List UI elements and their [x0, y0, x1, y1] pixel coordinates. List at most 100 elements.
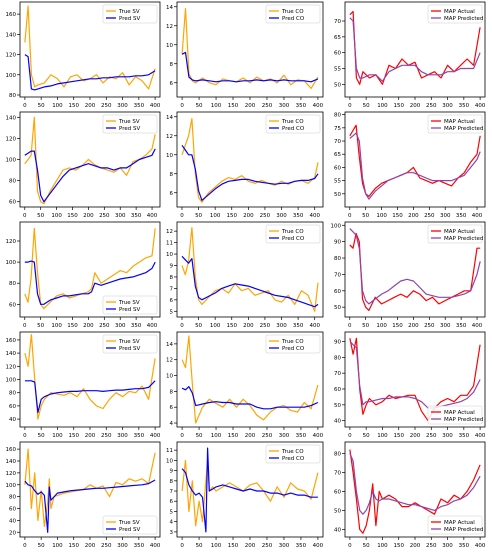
- x-tick-label: 0: [348, 213, 352, 219]
- x-tick-label: 300: [276, 323, 287, 329]
- y-tick-label: 6: [170, 81, 174, 87]
- x-tick-label: 300: [117, 103, 128, 109]
- x-tick-label: 150: [68, 103, 79, 109]
- series-line-0: [24, 5, 156, 90]
- subplot-r0-c1: 0 50 100 150 200 250 300 350 400 6 8 10 12 14 True COP…: [166, 1, 324, 109]
- x-tick-label: 400: [313, 103, 324, 109]
- legend-label: MAP Actual: [444, 9, 475, 15]
- y-tick-label: 12: [166, 24, 173, 30]
- x-tick-label: 100: [376, 213, 387, 219]
- legend-label: Pred SV: [119, 307, 140, 313]
- y-tick-label: 3: [170, 530, 174, 536]
- x-tick-label: 250: [99, 213, 110, 219]
- y-tick-label: 100: [6, 483, 17, 489]
- subplot-r4-c1: 0 50 100 150 200 250 300 350 400 3 4 5 6 7 8 9 10 11 True …: [166, 441, 324, 549]
- x-tick-label: 250: [426, 543, 437, 549]
- subplot-r2-c2: 0 50 100 150 200 250 300 350 400 50 60 70 80 90 100 MAP…: [331, 221, 486, 329]
- y-tick-label: 60: [334, 51, 341, 57]
- x-tick-label: 200: [245, 433, 256, 439]
- series-line-0: [181, 8, 319, 90]
- legend-box: [102, 515, 158, 535]
- y-tick-label: 50: [334, 192, 341, 198]
- y-tick-label: 60: [9, 507, 16, 513]
- x-tick-label: 50: [195, 213, 202, 219]
- x-tick-label: 150: [67, 213, 78, 219]
- y-tick-label: 9: [170, 469, 174, 475]
- legend-box: [102, 114, 158, 134]
- x-tick-label: 150: [68, 543, 79, 549]
- x-tick-label: 200: [83, 323, 94, 329]
- legend-label: True SV: [118, 9, 140, 15]
- x-tick-label: 200: [410, 543, 421, 549]
- y-tick-label: 5: [170, 509, 174, 515]
- y-tick-label: 20: [9, 530, 16, 536]
- x-tick-label: 200: [85, 103, 96, 109]
- y-tick-label: 50: [334, 403, 341, 409]
- y-tick-label: 50: [334, 508, 341, 514]
- y-tick-label: 120: [6, 136, 17, 142]
- legend-box: [265, 224, 321, 244]
- x-tick-label: 0: [23, 323, 27, 329]
- x-tick-label: 100: [211, 103, 222, 109]
- y-tick-label: 7: [170, 286, 174, 292]
- x-tick-label: 50: [363, 433, 370, 439]
- x-tick-label: 300: [276, 213, 287, 219]
- x-tick-label: 100: [210, 213, 221, 219]
- x-tick-label: 50: [196, 433, 203, 439]
- x-tick-label: 300: [442, 543, 453, 549]
- legend-label: True SV: [118, 339, 140, 345]
- y-tick-label: 8: [170, 389, 174, 395]
- legend-label: True CO: [281, 9, 304, 15]
- x-tick-label: 100: [377, 543, 388, 549]
- legend-label: MAP Actual: [444, 119, 475, 125]
- y-tick-label: 70: [334, 139, 341, 145]
- series-line-0: [349, 124, 481, 197]
- subplot-r3-c2: 0 50 100 150 200 250 300 350 400 40 50 60 70 80 90 MAP …: [334, 331, 486, 439]
- series-line-1: [349, 17, 481, 82]
- x-tick-label: 200: [245, 543, 256, 549]
- x-tick-label: 0: [23, 103, 27, 109]
- x-tick-label: 50: [196, 103, 203, 109]
- y-tick-label: 70: [334, 371, 341, 377]
- plot-frame: [176, 221, 324, 318]
- legend-box: [265, 114, 321, 134]
- plot-frame: [176, 111, 324, 208]
- subplot-r1-c0: 0 50 100 150 200 250 300 350 400 60 80 100 120 140 Tru…: [6, 111, 161, 219]
- subplot-r2-c0: 0 50 100 150 200 250 300 350 400 60 80 100 120 True S…: [6, 221, 161, 329]
- y-tick-label: 80: [9, 179, 16, 185]
- x-tick-label: 350: [459, 433, 470, 439]
- legend-label: Pred CO: [282, 126, 305, 132]
- x-tick-label: 100: [210, 323, 221, 329]
- subplot-r1-c2: 0 50 100 150 200 250 300 350 400 50 55 60 65 70 75 80 MA…: [334, 111, 486, 219]
- y-tick-label: 70: [334, 272, 341, 278]
- x-tick-label: 200: [243, 323, 254, 329]
- x-tick-label: 250: [426, 433, 437, 439]
- series-line-0: [181, 335, 319, 424]
- legend-label: Pred CO: [282, 16, 305, 22]
- y-tick-label: 160: [6, 12, 17, 18]
- x-tick-label: 400: [475, 103, 486, 109]
- x-tick-label: 150: [228, 543, 239, 549]
- y-tick-label: 11: [166, 241, 173, 247]
- y-tick-label: 8: [170, 172, 174, 178]
- subplot-r4-c2: 0 50 100 150 200 250 300 350 400 40 50 60 70 80 MAP Ac…: [334, 441, 486, 549]
- series-line-1: [24, 148, 156, 203]
- x-tick-label: 150: [393, 433, 404, 439]
- x-tick-label: 50: [363, 543, 370, 549]
- legend-label: True CO: [281, 339, 304, 345]
- y-tick-label: 50: [334, 305, 341, 311]
- series-line-1: [181, 51, 319, 83]
- y-tick-label: 40: [334, 527, 341, 533]
- x-tick-label: 50: [196, 543, 203, 549]
- x-tick-label: 100: [211, 543, 222, 549]
- x-tick-label: 250: [262, 103, 273, 109]
- y-tick-label: 80: [9, 93, 16, 99]
- legend-label: MAP Actual: [444, 229, 475, 235]
